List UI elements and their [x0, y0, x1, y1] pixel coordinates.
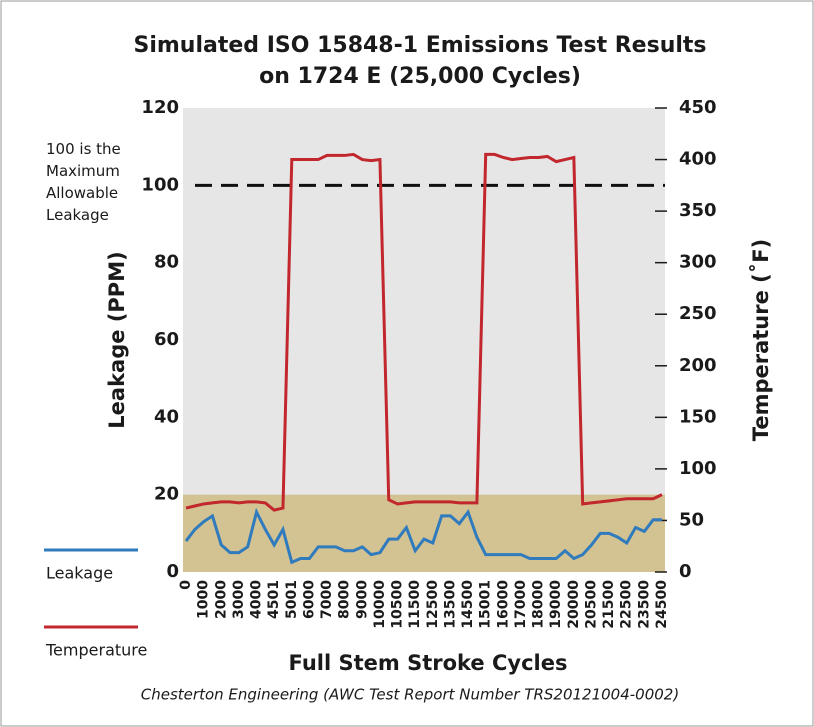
- x-tick-label: 18000: [531, 580, 547, 629]
- x-tick-label: 19000: [548, 580, 564, 629]
- y-tick-label: 40: [154, 406, 179, 427]
- x-tick-label: 1000: [196, 580, 212, 619]
- x-tick-label: 5001: [284, 580, 300, 619]
- x-tick-label: 22500: [619, 580, 635, 629]
- x-tick-label: 8000: [337, 580, 353, 619]
- y-tick-label: 100: [141, 174, 179, 195]
- reference-annotation: 100 is the Maximum Allowable Leakage: [46, 138, 132, 226]
- y2-tick-label: 50: [679, 509, 704, 530]
- x-tick-label: 9000: [354, 580, 370, 619]
- y2-tick-label: 250: [679, 303, 717, 324]
- x-tick-label: 10500: [390, 580, 406, 629]
- chart: Simulated ISO 15848-1 Emissions Test Res…: [0, 0, 814, 727]
- x-axis-title: Full Stem Stroke Cycles: [289, 651, 568, 675]
- x-tick-label: 3000: [231, 580, 247, 619]
- y-tick-label: 20: [154, 484, 179, 505]
- y2-tick-label: 0: [679, 561, 692, 582]
- y2-tick-label: 350: [679, 200, 717, 221]
- y-axis-title: Leakage (PPM): [105, 251, 129, 428]
- x-tick-label: 14500: [460, 580, 476, 629]
- chart-title: on 1724 E (25,000 Cycles): [259, 64, 581, 89]
- legend-label: Temperature: [45, 641, 147, 660]
- y2-tick-label: 150: [679, 406, 717, 427]
- y2-axis-title: Temperature (˚F): [749, 239, 773, 441]
- y-tick-label: 60: [154, 329, 179, 350]
- y2-tick-label: 300: [679, 252, 717, 273]
- y2-tick-label: 200: [679, 355, 717, 376]
- x-tick-label: 11500: [407, 580, 423, 629]
- y-tick-label: 0: [166, 561, 179, 582]
- x-tick-label: 13500: [442, 580, 458, 629]
- y-tick-label: 80: [154, 252, 179, 273]
- x-tick-label: 7000: [319, 580, 335, 619]
- page: Simulated ISO 15848-1 Emissions Test Res…: [0, 0, 814, 727]
- shaded-band: [183, 495, 665, 572]
- x-tick-label: 2000: [213, 580, 229, 619]
- x-tick-label: 16000: [495, 580, 511, 629]
- chart-title: Simulated ISO 15848-1 Emissions Test Res…: [133, 33, 706, 58]
- x-tick-label: 6000: [301, 580, 317, 619]
- y2-tick-label: 400: [679, 149, 717, 170]
- x-tick-label: 0: [178, 580, 194, 590]
- x-tick-label: 20000: [566, 580, 582, 629]
- x-tick-label: 21500: [601, 580, 617, 629]
- x-tick-label: 4000: [249, 580, 265, 619]
- x-tick-label: 23500: [636, 580, 652, 629]
- x-tick-label: 24500: [654, 580, 670, 629]
- x-tick-label: 12500: [425, 580, 441, 629]
- x-tick-label: 10000: [372, 580, 388, 629]
- x-tick-label: 15001: [478, 580, 494, 629]
- y-tick-label: 120: [141, 97, 179, 118]
- y2-tick-label: 100: [679, 458, 717, 479]
- y2-tick-label: 450: [679, 97, 717, 118]
- source-note: Chesterton Engineering (AWC Test Report …: [141, 686, 679, 704]
- x-tick-label: 17000: [513, 580, 529, 629]
- x-tick-label: 4501: [266, 580, 282, 619]
- x-tick-label: 20500: [583, 580, 599, 629]
- legend-label: Leakage: [46, 564, 113, 583]
